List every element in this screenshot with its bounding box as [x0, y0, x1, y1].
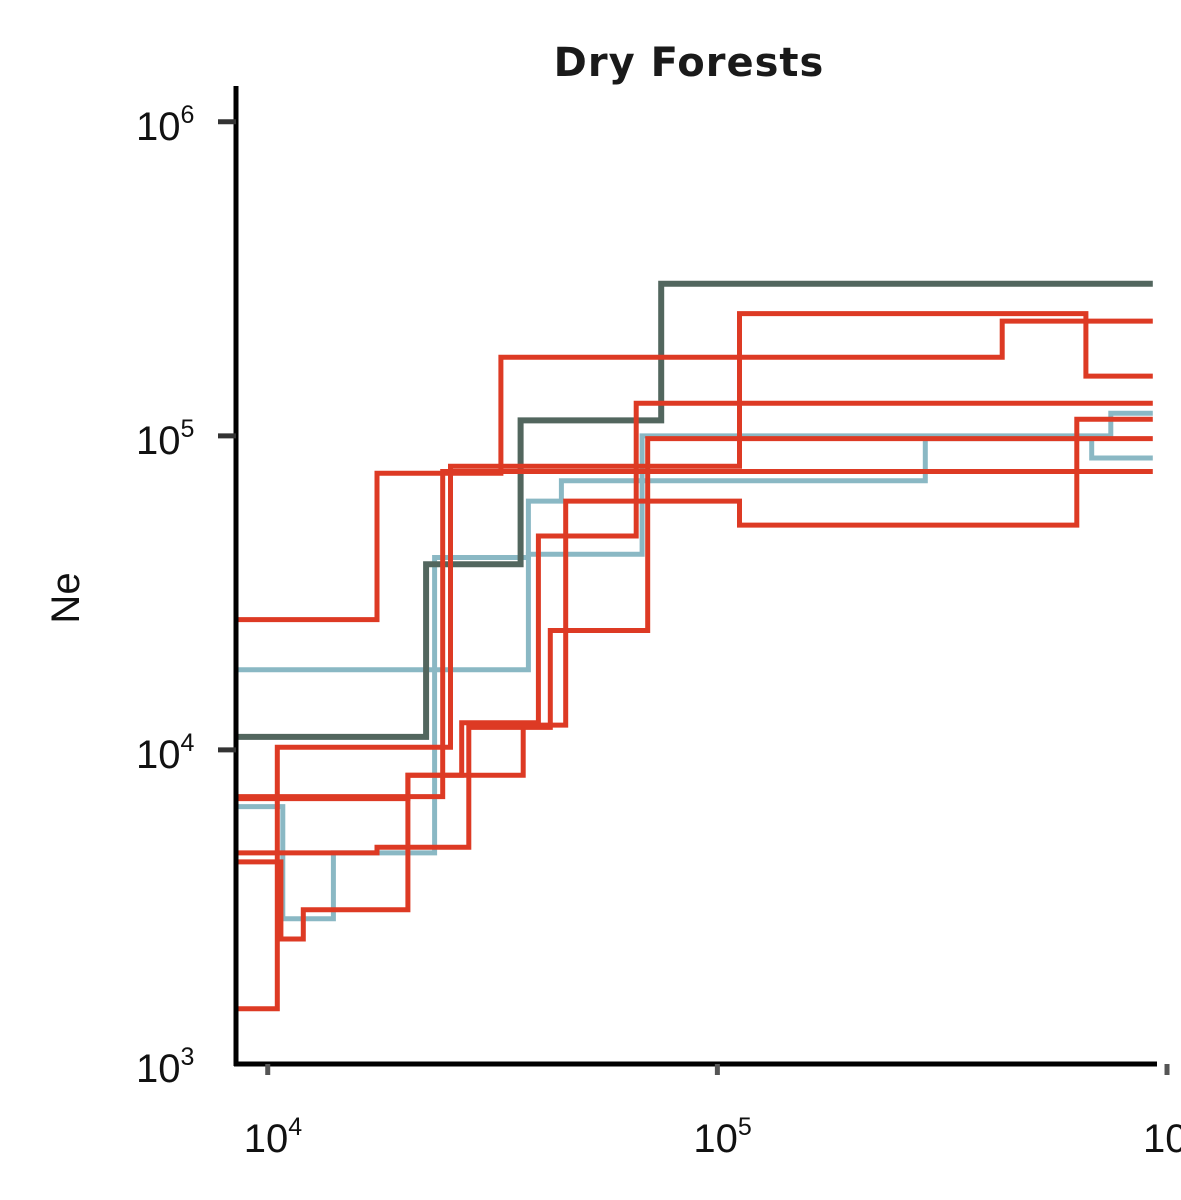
series-line-red-3: [236, 416, 1153, 942]
series-line-red-6: [236, 436, 1153, 856]
y-tick-label: 105: [136, 415, 194, 463]
y-tick-exp: 3: [181, 1043, 195, 1071]
y-tick-exp: 6: [181, 101, 195, 129]
x-tick-exp: 5: [738, 1113, 752, 1141]
y-tick-label: 103: [136, 1043, 194, 1091]
x-tick-exp: 4: [288, 1113, 302, 1141]
series-line-blue-1: [236, 410, 1153, 673]
y-tick-exp: 4: [181, 729, 195, 757]
x-tick-label: 104: [244, 1113, 303, 1161]
y-tick-base: 10: [136, 733, 181, 777]
y-tick-label: 106: [136, 101, 194, 149]
series-line-dark-1: [236, 280, 1153, 740]
x-tick-base: 10: [693, 1117, 738, 1161]
chart-title: Dry Forests: [554, 40, 825, 86]
y-tick-base: 10: [136, 1047, 181, 1091]
x-tick-label: 106: [1143, 1113, 1181, 1161]
series-layer: [236, 280, 1153, 1012]
series-line-red-5: [236, 400, 1153, 802]
series-line-red-1: [236, 318, 1153, 623]
y-axis-label: Ne: [44, 572, 88, 623]
y-tick-exp: 5: [181, 415, 195, 443]
x-tick-base: 10: [244, 1117, 289, 1161]
y-tick-label: 104: [136, 729, 195, 777]
x-tick-label: 105: [693, 1113, 751, 1161]
series-line-red-2: [236, 311, 1153, 1012]
y-tick-base: 10: [136, 105, 181, 149]
y-tick-base: 10: [136, 419, 181, 463]
series-line-blue-2: [236, 436, 1153, 922]
x-tick-base: 10: [1143, 1117, 1181, 1161]
